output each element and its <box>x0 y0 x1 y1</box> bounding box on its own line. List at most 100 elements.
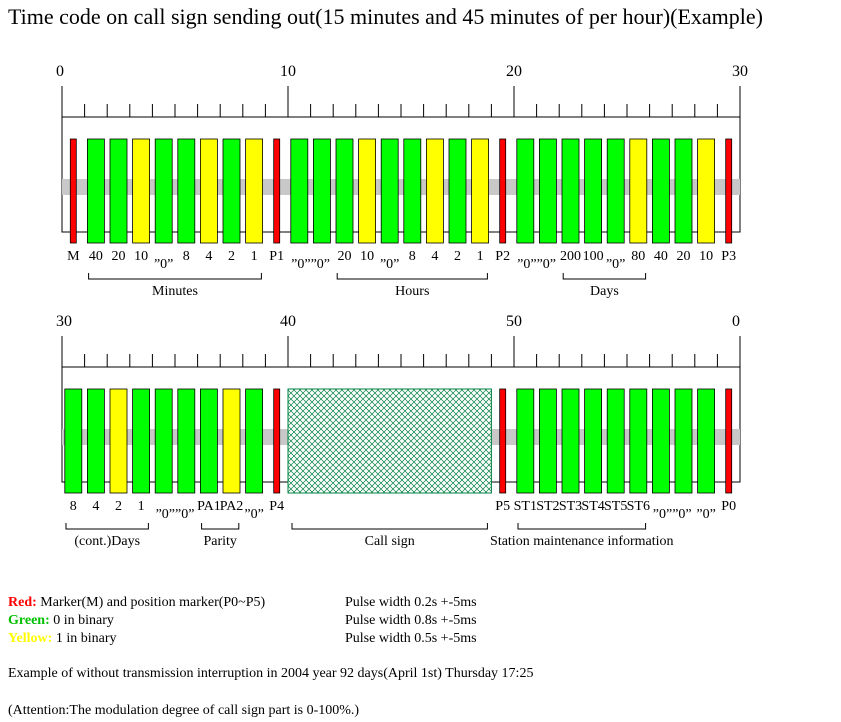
bit-label: PA1 <box>197 499 221 514</box>
scale-label: 10 <box>280 63 296 80</box>
binary-0-pulse <box>584 388 602 494</box>
binary-0-pulse <box>290 138 309 244</box>
scale-label: 0 <box>732 313 740 330</box>
attention-note: (Attention:The modulation degree of call… <box>8 703 360 718</box>
binary-0-pulse <box>222 138 241 244</box>
binary-0-pulse <box>87 138 105 244</box>
bit-label: P1 <box>269 249 284 264</box>
binary-0-pulse <box>606 388 625 494</box>
frame <box>61 116 741 233</box>
binary-0-pulse <box>561 138 580 244</box>
scale-label: 30 <box>732 63 748 80</box>
binary-1-pulse <box>425 138 444 244</box>
legend-pulse-width: Pulse width 0.5s +-5ms <box>345 631 477 646</box>
bit-label: ”0””0” <box>653 507 692 522</box>
binary-1-pulse <box>132 138 151 244</box>
binary-1-pulse <box>245 138 264 244</box>
bit-label: ”0””0” <box>156 507 195 522</box>
example-note: Example of without transmission interrup… <box>8 666 534 681</box>
legend-pulse-width: Pulse width 0.2s +-5ms <box>345 595 477 610</box>
binary-0-pulse <box>177 388 196 494</box>
scale-label: 30 <box>56 313 72 330</box>
marker-pulse <box>69 138 77 244</box>
group-bracket <box>517 523 647 530</box>
bit-label: ”0” <box>154 257 173 272</box>
bit-label: ST2 <box>536 499 559 514</box>
marker-pulse <box>273 138 281 244</box>
bit-label: P2 <box>495 249 510 264</box>
bit-label: ”0” <box>380 257 399 272</box>
bit-label: 40 <box>89 249 103 264</box>
group-bracket <box>291 523 488 530</box>
bit-label: 2 <box>228 249 235 264</box>
group-label: Call sign <box>365 534 415 549</box>
timecode-diagram: 0 10 20 30M 40 20 10”0”8 4 2 1 P1”0””0”20 10”0”8 4 2 1… <box>56 63 748 549</box>
group-bracket <box>201 523 240 530</box>
bit-label: P3 <box>721 249 736 264</box>
group-label: Station maintenance information <box>490 534 674 549</box>
binary-0-pulse <box>177 138 196 244</box>
bit-label: 8 <box>70 499 77 514</box>
binary-0-pulse <box>674 388 693 494</box>
binary-0-pulse <box>561 388 580 494</box>
scale-label: 50 <box>506 313 522 330</box>
binary-0-pulse <box>64 388 83 494</box>
scale-label: 0 <box>56 63 64 80</box>
binary-0-pulse <box>539 138 557 244</box>
binary-0-pulse <box>335 138 354 244</box>
binary-0-pulse <box>154 138 173 244</box>
bit-label: 1 <box>138 499 145 514</box>
bit-label: 4 <box>92 499 99 514</box>
bit-label: 10 <box>699 249 713 264</box>
bit-label: 1 <box>251 249 258 264</box>
group-label: Days <box>590 284 619 299</box>
bit-label: ”0” <box>606 257 625 272</box>
bit-label: M <box>67 249 80 264</box>
legend-item: Red: Marker(M) and position marker(P0~P5… <box>8 595 265 611</box>
bit-label: ST6 <box>627 499 650 514</box>
bit-label: PA2 <box>220 499 244 514</box>
binary-0-pulse <box>539 388 557 494</box>
group-bracket <box>562 273 647 280</box>
bit-label: 4 <box>205 249 212 264</box>
binary-0-pulse <box>584 138 602 244</box>
binary-0-pulse <box>132 388 151 494</box>
bit-label: 8 <box>183 249 190 264</box>
bit-label: ”0””0” <box>291 257 330 272</box>
legend-pulse-width: Pulse width 0.8s +-5ms <box>345 613 477 628</box>
bit-label: ST3 <box>559 499 582 514</box>
bit-label: P5 <box>495 499 510 514</box>
binary-1-pulse <box>697 138 715 244</box>
bit-label: 2 <box>454 249 461 264</box>
legend-key: Red: <box>8 595 41 610</box>
bit-label: P4 <box>269 499 284 514</box>
binary-0-pulse <box>199 388 218 494</box>
binary-1-pulse <box>199 138 218 244</box>
bit-label: 200 <box>560 249 581 264</box>
bit-label: 8 <box>409 249 416 264</box>
bit-label: 4 <box>431 249 438 264</box>
bit-label: 10 <box>360 249 374 264</box>
legend-desc: 1 in binary <box>55 631 117 646</box>
marker-pulse <box>273 388 281 494</box>
group-bracket <box>336 273 488 280</box>
binary-0-pulse <box>652 388 670 494</box>
legend-key: Yellow: <box>8 631 56 646</box>
group-bracket <box>88 273 262 280</box>
binary-0-pulse <box>312 138 331 244</box>
legend-key: Green: <box>8 613 54 628</box>
bit-label: 2 <box>115 499 122 514</box>
scale-label: 20 <box>506 63 522 80</box>
legend-desc: Marker(M) and position marker(P0~P5) <box>40 595 266 610</box>
binary-0-pulse <box>245 388 264 494</box>
bit-label: ST1 <box>514 499 537 514</box>
legend-item: Yellow: 1 in binary <box>8 631 116 647</box>
binary-0-pulse <box>629 388 648 494</box>
bit-label: ST4 <box>581 499 604 514</box>
binary-0-pulse <box>516 138 535 244</box>
marker-pulse <box>725 138 733 244</box>
bit-label: 20 <box>338 249 352 264</box>
marker-pulse <box>499 138 507 244</box>
timecode-row-1: 0 10 20 30M 40 20 10”0”8 4 2 1 P1”0””0”20 10”0”8 4 2 1… <box>56 63 748 299</box>
binary-0-pulse <box>154 388 173 494</box>
